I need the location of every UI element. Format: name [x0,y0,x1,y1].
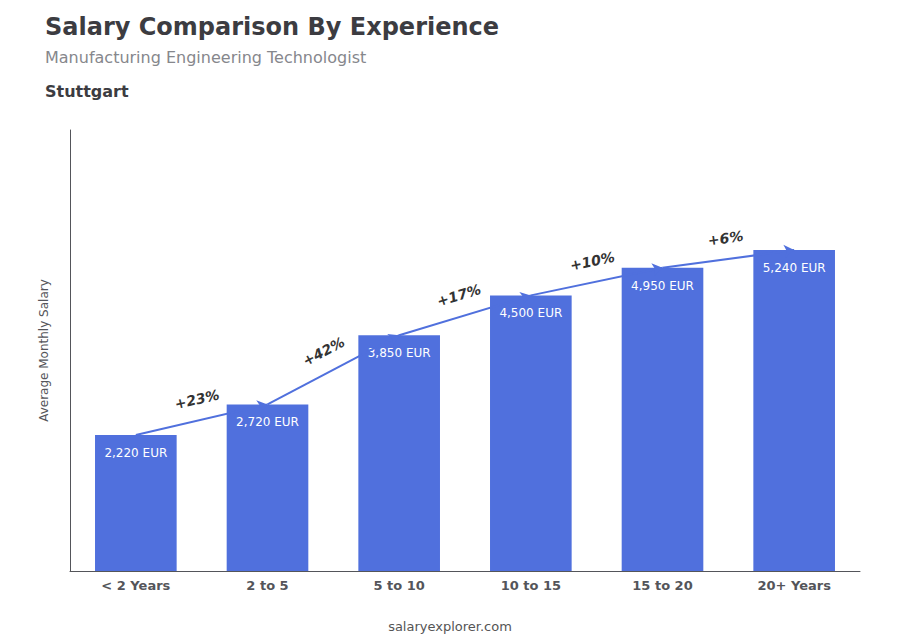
svg-text:2,220 EUR: 2,220 EUR [104,446,167,460]
svg-text:4,500 EUR: 4,500 EUR [499,306,562,320]
svg-text:2,720 EUR: 2,720 EUR [236,415,299,429]
svg-text:3,850 EUR: 3,850 EUR [368,346,431,360]
svg-text:5,240 EUR: 5,240 EUR [763,261,826,275]
svg-text:4,950 EUR: 4,950 EUR [631,279,694,293]
svg-text:20+ Years: 20+ Years [757,578,831,593]
svg-text:10 to 15: 10 to 15 [501,578,561,593]
svg-text:5 to 10: 5 to 10 [373,578,424,593]
svg-text:+23%: +23% [173,386,221,412]
svg-text:Manufacturing Engineering Tech: Manufacturing Engineering Technologist [45,48,366,67]
svg-text:Salary Comparison By Experienc: Salary Comparison By Experience [45,13,499,41]
svg-text:< 2 Years: < 2 Years [101,578,170,593]
svg-text:2 to 5: 2 to 5 [246,578,288,593]
svg-text:salaryexplorer.com: salaryexplorer.com [388,619,512,634]
svg-text:+17%: +17% [435,281,483,309]
svg-text:15 to 20: 15 to 20 [632,578,692,593]
svg-text:+10%: +10% [569,249,617,274]
svg-text:Stuttgart: Stuttgart [45,82,129,101]
svg-text:+6%: +6% [707,228,744,249]
svg-text:+42%: +42% [300,334,347,369]
svg-text:Average Monthly Salary: Average Monthly Salary [37,279,51,422]
